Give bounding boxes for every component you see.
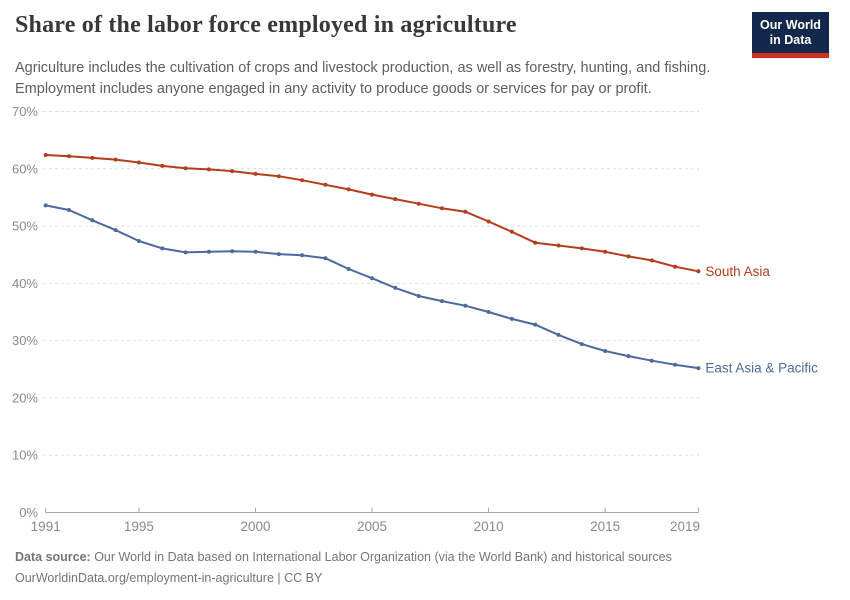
x-tick-label-2015: 2015 xyxy=(590,519,620,534)
x-tick-label-1991: 1991 xyxy=(31,519,61,534)
data-point-east-asia-pacific-1999[interactable] xyxy=(230,249,235,254)
owid-logo[interactable]: Our World in Data xyxy=(752,12,829,58)
owid-logo-line1: Our World xyxy=(760,18,821,32)
data-point-east-asia-pacific-2005[interactable] xyxy=(370,276,374,281)
chart-footer: Data source: Our World in Data based on … xyxy=(15,547,835,588)
x-tick-label-2000: 2000 xyxy=(240,519,270,534)
data-point-south-asia-2004[interactable] xyxy=(346,187,351,192)
data-point-east-asia-pacific-2007[interactable] xyxy=(416,294,421,298)
series-label-east-asia-pacific[interactable]: East Asia & Pacific xyxy=(705,361,818,376)
y-tick-label-10: 10% xyxy=(12,448,38,463)
data-point-east-asia-pacific-1998[interactable] xyxy=(206,249,211,254)
data-point-east-asia-pacific-2015[interactable] xyxy=(603,349,608,353)
data-point-south-asia-1991[interactable] xyxy=(43,153,48,157)
page-title: Share of the labor force employed in agr… xyxy=(15,12,517,38)
data-point-east-asia-pacific-1991[interactable] xyxy=(43,203,48,208)
data-point-east-asia-pacific-2000[interactable] xyxy=(253,249,258,254)
data-point-east-asia-pacific-2019[interactable] xyxy=(696,366,701,371)
owid-logo-line2: in Data xyxy=(769,33,812,47)
data-point-east-asia-pacific-1997[interactable] xyxy=(183,250,188,255)
data-point-east-asia-pacific-2004[interactable] xyxy=(346,267,351,271)
data-point-south-asia-2019[interactable] xyxy=(696,269,701,274)
data-source-line: Data source: Our World in Data based on … xyxy=(15,547,835,567)
x-tick-label-2005: 2005 xyxy=(357,519,387,534)
data-point-east-asia-pacific-2001[interactable] xyxy=(276,252,281,257)
data-point-south-asia-2015[interactable] xyxy=(603,249,608,254)
y-tick-label-30: 30% xyxy=(12,333,38,348)
series-line-south-asia[interactable] xyxy=(44,154,700,273)
data-point-south-asia-2017[interactable] xyxy=(649,258,654,263)
data-point-south-asia-2010[interactable] xyxy=(486,219,491,224)
x-tick-label-1995: 1995 xyxy=(124,519,154,534)
line-chart: 0% 10% 20% 30% 40% 50% 60% 70% 1991 1995 2000 2005 2… xyxy=(12,104,818,534)
data-point-south-asia-1996[interactable] xyxy=(160,163,165,168)
data-point-east-asia-pacific-2006[interactable] xyxy=(393,285,398,290)
data-point-east-asia-pacific-1992[interactable] xyxy=(67,208,71,212)
data-point-east-asia-pacific-2016[interactable] xyxy=(626,354,631,359)
data-point-south-asia-1992[interactable] xyxy=(67,154,71,159)
data-point-south-asia-2007[interactable] xyxy=(416,201,421,206)
data-point-south-asia-2006[interactable] xyxy=(393,197,398,202)
data-source-label: Data source: xyxy=(15,550,91,564)
data-point-south-asia-1998[interactable] xyxy=(206,167,211,172)
data-point-east-asia-pacific-2014[interactable] xyxy=(579,342,584,347)
y-tick-label-60: 60% xyxy=(12,161,38,176)
y-tick-label-0: 0% xyxy=(19,505,38,520)
x-tick-label-2010: 2010 xyxy=(474,519,504,534)
data-point-east-asia-pacific-1993[interactable] xyxy=(90,218,95,223)
data-point-east-asia-pacific-2010[interactable] xyxy=(486,310,491,314)
data-point-south-asia-1995[interactable] xyxy=(136,160,141,165)
data-point-east-asia-pacific-2013[interactable] xyxy=(556,332,561,337)
chart-header: Share of the labor force employed in agr… xyxy=(15,12,835,58)
data-point-east-asia-pacific-2002[interactable] xyxy=(300,253,305,258)
data-point-south-asia-2002[interactable] xyxy=(300,178,305,183)
data-point-south-asia-2009[interactable] xyxy=(463,209,468,214)
chart-area: 0% 10% 20% 30% 40% 50% 60% 70% 1991 1995 2000 2005 2… xyxy=(0,100,850,545)
data-point-south-asia-1994[interactable] xyxy=(113,157,118,162)
data-point-east-asia-pacific-2008[interactable] xyxy=(440,299,444,304)
data-point-east-asia-pacific-1996[interactable] xyxy=(160,246,165,251)
data-point-south-asia-2000[interactable] xyxy=(253,171,258,176)
chart-subtitle: Agriculture includes the cultivation of … xyxy=(15,60,711,97)
y-tick-label-40: 40% xyxy=(12,276,38,291)
data-point-east-asia-pacific-2003[interactable] xyxy=(323,256,328,261)
data-point-east-asia-pacific-2012[interactable] xyxy=(533,322,538,327)
data-point-east-asia-pacific-1995[interactable] xyxy=(136,239,141,243)
data-point-south-asia-1999[interactable] xyxy=(230,169,235,174)
series-line-east-asia-pacific[interactable] xyxy=(44,204,700,370)
data-point-east-asia-pacific-2011[interactable] xyxy=(509,316,514,321)
y-tick-label-50: 50% xyxy=(12,219,38,234)
data-point-south-asia-2008[interactable] xyxy=(440,206,444,211)
data-point-east-asia-pacific-2009[interactable] xyxy=(463,303,468,308)
data-point-south-asia-2012[interactable] xyxy=(533,240,538,245)
data-point-south-asia-1997[interactable] xyxy=(183,166,188,171)
data-point-south-asia-2005[interactable] xyxy=(370,192,374,197)
data-point-east-asia-pacific-1994[interactable] xyxy=(113,228,118,233)
data-point-south-asia-2018[interactable] xyxy=(673,264,678,269)
data-point-south-asia-2013[interactable] xyxy=(556,243,561,248)
data-point-south-asia-2014[interactable] xyxy=(579,246,584,251)
data-source-text: Our World in Data based on International… xyxy=(90,550,672,564)
data-point-south-asia-2011[interactable] xyxy=(509,229,514,234)
y-tick-label-20: 20% xyxy=(12,390,38,405)
x-tick-label-2019: 2019 xyxy=(670,519,700,534)
chart-url-link[interactable]: OurWorldinData.org/employment-in-agricul… xyxy=(15,571,323,585)
y-tick-label-70: 70% xyxy=(12,104,38,119)
data-point-south-asia-2016[interactable] xyxy=(626,254,631,259)
data-point-east-asia-pacific-2017[interactable] xyxy=(649,358,654,363)
series-label-south-asia[interactable]: South Asia xyxy=(705,264,770,279)
data-point-east-asia-pacific-2018[interactable] xyxy=(673,362,678,367)
data-point-south-asia-1993[interactable] xyxy=(90,155,95,160)
data-point-south-asia-2003[interactable] xyxy=(323,182,328,187)
data-point-south-asia-2001[interactable] xyxy=(276,174,281,179)
